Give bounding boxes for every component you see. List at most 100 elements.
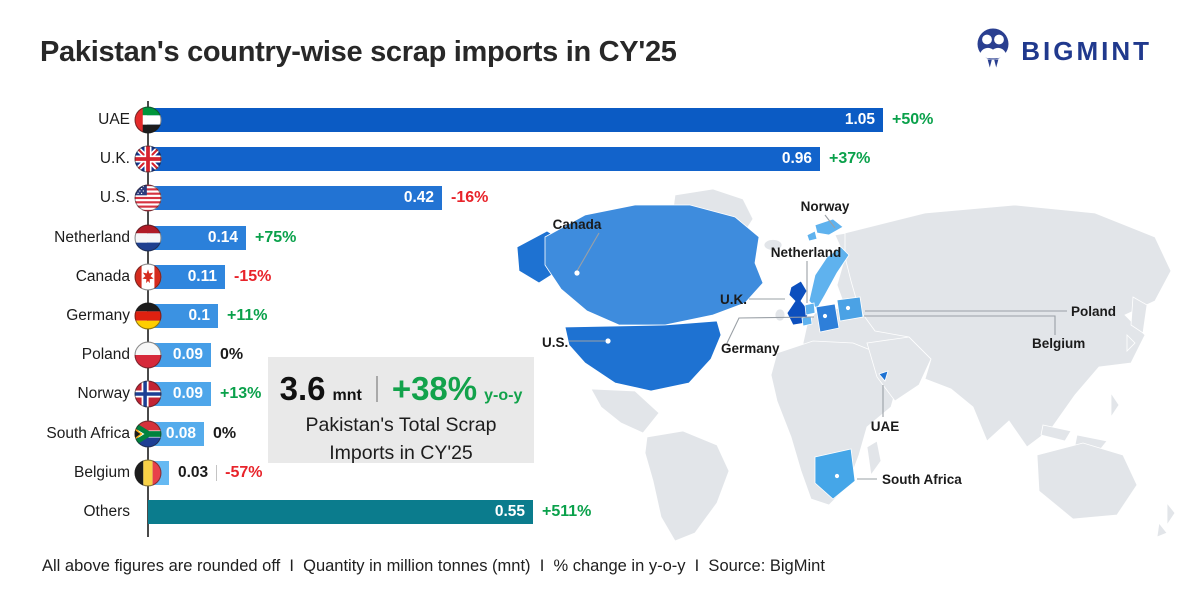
country-label-norway: Norway xyxy=(77,385,130,403)
total-unit: mnt xyxy=(332,387,362,404)
map-new-zealand-south xyxy=(1156,522,1168,538)
bar-change-u-s: -16% xyxy=(451,189,489,207)
marker-dot-germany xyxy=(822,313,828,319)
bar-row-u-k: U.K. 0.96 +37% xyxy=(0,145,1200,173)
bar-annotations-canada: -15% xyxy=(234,265,271,289)
bar-u-k: 0.96 xyxy=(148,147,820,172)
bar-annotations-norway: +13% xyxy=(220,382,261,406)
yoy-unit: y-o-y xyxy=(484,387,523,404)
map-marker-dots xyxy=(574,270,851,479)
bar-annotations-germany: +11% xyxy=(227,304,267,328)
bigmint-logo-text: BIGMINT xyxy=(1021,36,1152,66)
map-leader-lines xyxy=(569,214,1067,480)
bar-change-poland: 0% xyxy=(220,346,244,364)
country-label-netherland: Netherland xyxy=(54,228,130,246)
belgium-flag-icon xyxy=(134,459,162,487)
u-s-flag-icon xyxy=(134,184,162,212)
bar-change-netherland: +75% xyxy=(255,228,297,246)
summary-caption-line2: Imports in CY'25 xyxy=(329,441,473,464)
bar-u-s: 0.42 xyxy=(148,186,442,211)
summary-card: 3.6 mnt +38% y-o-y Pakistan's Total Scra… xyxy=(268,357,534,464)
bar-value-germany: 0.1 xyxy=(188,307,210,324)
summary-caption: Pakistan's Total Scrap Imports in CY'25 xyxy=(268,412,534,467)
map-mexico xyxy=(590,388,660,434)
u-k-flag-icon xyxy=(134,145,162,173)
bar-value-canada: 0.11 xyxy=(187,267,217,285)
page-title: Pakistan's country-wise scrap imports in… xyxy=(40,36,677,68)
footer-note: All above figures are rounded off I Quan… xyxy=(42,557,825,575)
map-label-belgium: Belgium xyxy=(1032,336,1085,351)
germany-flag-icon xyxy=(134,302,162,330)
netherland-flag-icon xyxy=(134,224,162,252)
bar-row-others: Others 0.55 +511% xyxy=(0,500,1200,524)
map-country-germany xyxy=(815,303,840,333)
map-australia xyxy=(1036,442,1138,520)
map-label-germany: Germany xyxy=(721,341,780,356)
norway-flag-icon xyxy=(134,380,162,408)
leader-line-norway xyxy=(824,214,836,229)
south-africa-flag-icon xyxy=(134,420,162,448)
bar-row-netherland: Netherland 0.14 +75% xyxy=(0,224,1200,252)
map-ireland xyxy=(774,308,786,322)
marker-dot-poland xyxy=(845,305,851,311)
bar-value-belgium: 0.03 xyxy=(178,463,209,481)
map-japan-south xyxy=(1126,334,1136,352)
bar-row-south-africa: South Africa 0.08 0% xyxy=(0,420,1200,448)
yoy-value: +38% xyxy=(391,370,478,407)
bar-value-south-africa: 0.08 xyxy=(165,424,196,442)
bar-value-poland: 0.09 xyxy=(172,346,203,364)
bar-row-canada: Canada 0.11 -15% xyxy=(0,263,1200,291)
leader-line-germany xyxy=(726,316,815,344)
map-indonesia xyxy=(1040,424,1072,442)
bar-change-canada: -15% xyxy=(234,267,272,285)
map-philippines xyxy=(1110,391,1120,419)
bigmint-logo: BIGMINT xyxy=(974,28,1152,75)
bar-change-south-africa: 0% xyxy=(213,424,237,442)
country-label-canada: Canada xyxy=(75,267,130,285)
map-label-canada: Canada xyxy=(553,217,602,232)
map-iceland xyxy=(763,239,783,251)
bar-value-uae: 1.05 xyxy=(844,111,875,128)
country-label-u-s: U.S. xyxy=(99,189,130,207)
map-country-svalbard xyxy=(814,218,844,236)
leader-line-belgium xyxy=(864,315,1056,335)
value-change-divider xyxy=(216,464,218,481)
poland-flag-icon xyxy=(134,341,162,369)
map-country-poland xyxy=(836,296,864,322)
country-label-belgium: Belgium xyxy=(74,463,130,481)
bar-uae: 1.05 xyxy=(148,108,883,132)
bar-row-uae: UAE 1.05 +50% xyxy=(0,106,1200,134)
leader-line-canada xyxy=(576,232,600,272)
map-country-netherlands xyxy=(804,302,816,316)
canada-flag-icon xyxy=(134,263,162,291)
map-japan xyxy=(1130,296,1148,334)
map-label-south-africa: South Africa xyxy=(882,472,962,487)
bar-netherland: 0.14 xyxy=(148,225,246,250)
summary-caption-line1: Pakistan's Total Scrap xyxy=(305,414,497,436)
bar-change-others: +511% xyxy=(542,503,592,520)
bar-annotations-u-s: -16% xyxy=(451,186,488,210)
bar-value-norway: 0.09 xyxy=(172,385,203,403)
bar-row-poland: Poland 0.09 0% xyxy=(0,341,1200,369)
bar-change-belgium: -57% xyxy=(225,463,263,481)
map-label-netherland: Netherland xyxy=(771,245,842,260)
world-map: Canada U.S. Norway Netherland U.K. Germa… xyxy=(516,188,1176,542)
summary-totals: 3.6 mnt +38% y-o-y xyxy=(268,370,534,408)
map-label-norway: Norway xyxy=(801,199,850,214)
bar-value-others: 0.55 xyxy=(494,503,525,520)
map-country-us xyxy=(564,320,722,392)
bar-row-belgium: Belgium 0.03 -57% xyxy=(0,459,1200,487)
country-label-germany: Germany xyxy=(66,307,130,324)
map-new-zealand xyxy=(1166,501,1176,527)
total-value: 3.6 xyxy=(279,370,326,407)
country-label-uae: UAE xyxy=(98,111,130,128)
country-label-south-africa: South Africa xyxy=(46,424,130,442)
bar-value-u-s: 0.42 xyxy=(403,189,434,207)
map-label-poland: Poland xyxy=(1071,304,1116,319)
map-label-us: U.S. xyxy=(542,335,568,350)
map-label-uk: U.K. xyxy=(720,292,747,307)
country-label-poland: Poland xyxy=(81,346,130,364)
bar-canada: 0.11 xyxy=(148,264,225,289)
summary-divider xyxy=(375,376,378,402)
